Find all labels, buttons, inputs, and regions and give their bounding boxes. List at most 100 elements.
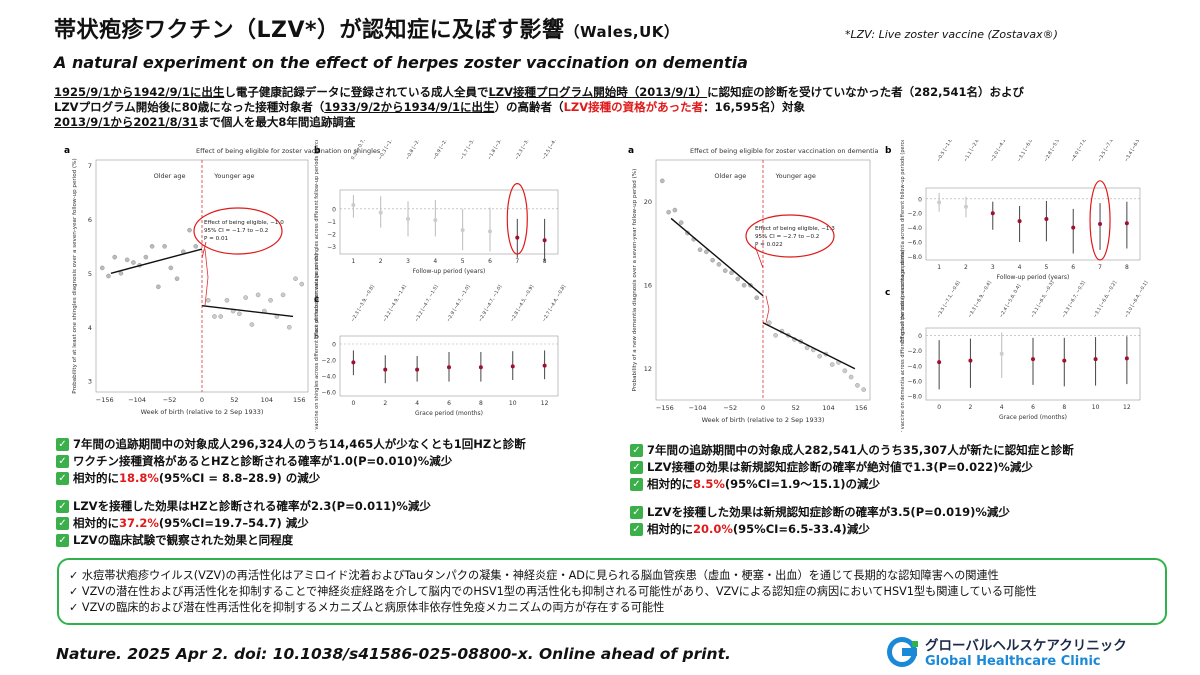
estimate-point (351, 203, 356, 208)
estimate-point (990, 211, 995, 216)
y-tick-label: 0 (332, 342, 336, 349)
y-tick-label: 0 (918, 196, 922, 203)
estimate-point (515, 235, 520, 240)
x-tick-label: 0 (937, 404, 941, 411)
data-point (842, 368, 848, 374)
x-axis-label: Grace period (months) (999, 414, 1067, 421)
x-tick-label: 0 (351, 400, 355, 407)
ci-label: −3.2 [−4.9, −1.4] (382, 284, 408, 323)
estimate-point (1017, 219, 1022, 224)
title-location: （Wales,UK） (564, 23, 680, 41)
data-point (118, 271, 124, 276)
older-age-label: Older age (154, 172, 186, 180)
data-point (99, 265, 105, 271)
panel-c-label: c (885, 288, 890, 298)
data-point (697, 247, 703, 253)
panel-a-plot: 7 6 5 4 3 −156 −104 −52 0 52 104 156 Week of birth (… (72, 158, 309, 416)
estimate-point (383, 367, 388, 372)
estimate-point (968, 358, 973, 363)
y-tick-label: −4.0 (907, 225, 922, 232)
figure-dementia: a Effect of being eligible for zoster va… (628, 140, 1149, 432)
x-tick-label: 2 (964, 264, 968, 271)
left-bullet-3-pre: 相対的に (73, 471, 119, 485)
ci-label: −2.3 [−3.9, −0.8] (514, 140, 540, 161)
data-point (149, 244, 155, 249)
summary-line-2: ✓ VZVの潜在性および再活性化を抑制することで神経炎症経路を介して脳内でのHS… (69, 585, 1037, 598)
data-point (817, 353, 822, 359)
annotation-line: P = 0.01 (204, 236, 229, 242)
annotation-line: 95% CI = −2.7 to −0.2 (755, 234, 819, 240)
plot-frame (925, 187, 1141, 261)
x-tick-label: 6 (488, 258, 492, 265)
intro-birth-range: 1925/9/1から1942/9/1に出生 (54, 85, 225, 99)
ci-label: −3.1 [−6.0, −1.0] (1016, 140, 1042, 163)
estimate-point (1044, 216, 1049, 221)
ci-label: −1.7 [−3.3, −0.0] (459, 140, 485, 161)
x-tick-label: 10 (509, 400, 517, 407)
y-axis-label: Effect of the zoster vaccine on shingles… (314, 140, 320, 339)
right-bullet-5-red: 20.0% (693, 522, 733, 536)
ci-label: −2.4 [−5.6, 0.4] (998, 283, 1022, 319)
annotation-ellipse (745, 214, 835, 258)
summary-line-1: ✓ 水痘帯状疱疹ウイルス(VZV)の再活性化はアミロイド沈着およびTauタンパク… (69, 569, 999, 582)
estimate-point (433, 218, 438, 223)
intro-text-3b: まで個人を最大8年間追跡調査 (197, 115, 356, 129)
x-tick-label: 8 (1062, 404, 1066, 411)
x-tick-label: 12 (1123, 404, 1131, 411)
right-bullet-3-red: 8.5% (693, 477, 725, 491)
x-tick-label: 5 (461, 258, 465, 265)
ci-label: −3.2 [−4.7, −1.5] (414, 284, 440, 323)
data-point (205, 297, 211, 303)
clinic-logo: グローバルヘルスケアクリニック Global Healthcare Clinic (885, 634, 1127, 669)
x-tick-label: 4 (1000, 404, 1004, 411)
plot-frame (339, 189, 559, 255)
data-point (162, 244, 167, 249)
y-tick-label: −4.0 (321, 374, 336, 381)
annotation-pointer (201, 241, 207, 259)
estimate-point (478, 365, 483, 370)
data-point (131, 260, 136, 265)
check-icon: ✓ (56, 534, 69, 547)
y-tick-label: 0 (332, 206, 336, 213)
estimate-point (415, 367, 420, 372)
left-bullet-5-post: (95%CI=19.7–54.7) 減少 (158, 516, 309, 530)
data-point (280, 292, 286, 298)
x-tick-label: 0 (200, 396, 204, 404)
y-tick-label: −2.0 (321, 358, 336, 365)
plot-frame (925, 327, 1141, 401)
y-tick-label: −8.0 (907, 394, 922, 401)
figure-shingles: a Effect of being eligible for zoster va… (64, 140, 567, 432)
panel-b-plot: 0 −2.0 −4.0 −6.0 −8.0 1 2 3 4 5 6 7 8 Follow-up perio… (900, 140, 1149, 343)
estimate-point (406, 216, 411, 221)
ci-label: −3.0 [−6.4, −0.1] (1123, 280, 1149, 319)
x-tick-label: 7 (1098, 264, 1102, 271)
data-point (773, 333, 778, 338)
ci-label: −3.3 [−6.9, −0.4] (967, 280, 993, 319)
right-bullet-5-pre: 相対的に (647, 522, 693, 536)
x-tick-label: 4 (433, 258, 437, 265)
summary-line-3: ✓ VZVの臨床的および潜在性再活性化を抑制するメカニズムと病原体非依存性免疫メ… (69, 601, 665, 614)
y-tick-label: 5 (88, 270, 92, 278)
right-bullet-3-pre: 相対的に (647, 477, 693, 491)
x-axis-label: Week of birth (relative to 2 Sep 1933) (141, 408, 264, 416)
data-point (237, 311, 242, 317)
y-axis-label: Effect of the zoster vaccine on dementia… (900, 250, 906, 432)
ci-label: −3.5 [−7.1, −0.6] (936, 280, 962, 319)
ci-label: −2.8 [−4.5, −0.9] (509, 284, 535, 323)
y-tick-label: −8.0 (907, 254, 922, 261)
y-tick-label: −6.0 (907, 379, 922, 386)
y-tick-label: 20 (644, 198, 652, 206)
estimate-point (1071, 225, 1076, 230)
intro-eligible-red: LZV接種の資格があった者 (563, 100, 704, 114)
estimate-point (999, 351, 1004, 356)
y-tick-label: 4 (88, 324, 92, 332)
clinic-name-jp: グローバルヘルスケアクリニック (925, 638, 1127, 654)
citation: Nature. 2025 Apr 2. doi: 10.1038/s41586-… (56, 645, 731, 663)
x-tick-label: 104 (822, 404, 834, 412)
x-axis-label: Grace period (months) (415, 410, 483, 417)
estimate-point (351, 360, 356, 365)
subtitle: A natural experiment on the effect of he… (54, 53, 748, 72)
data-point (659, 178, 665, 184)
intro-text-2a: LZVプログラム開始後に80歳になった接種対象者（ (54, 100, 325, 114)
data-point (716, 262, 722, 267)
